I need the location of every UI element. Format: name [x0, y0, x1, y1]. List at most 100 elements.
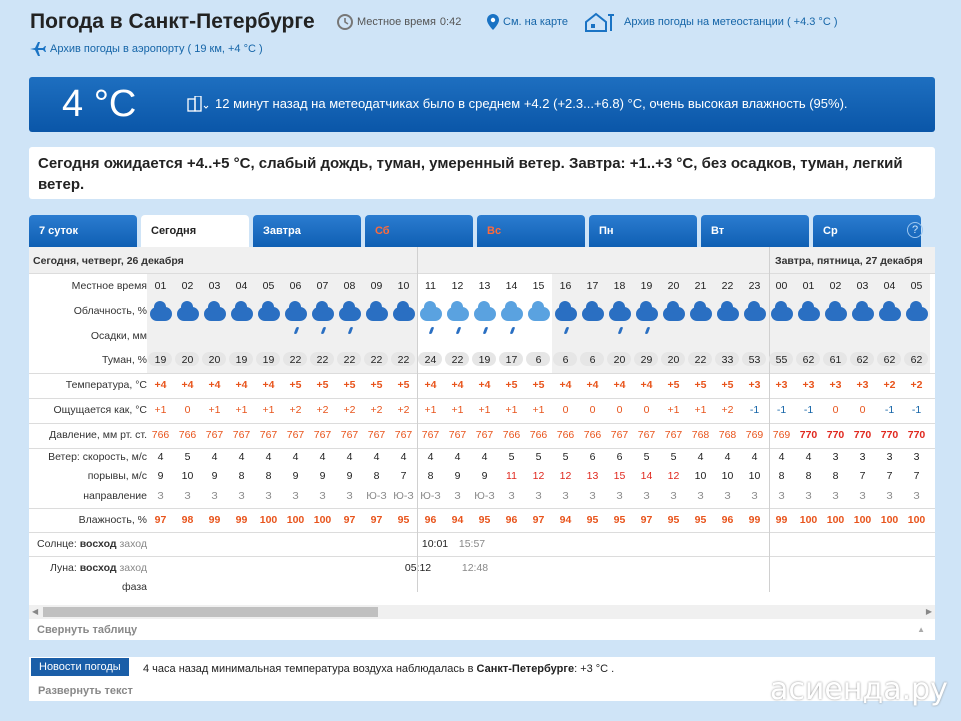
- hour-cell: 03: [856, 280, 869, 292]
- direction-cell: З: [697, 490, 704, 502]
- wind-cell: 4: [265, 451, 272, 463]
- table-scrollbar[interactable]: ◀ ▶: [29, 605, 935, 619]
- label-gusts: порывы, м/с: [87, 470, 147, 482]
- fog-cell: 62: [802, 354, 815, 366]
- feels-cell: 0: [859, 404, 866, 416]
- fog-cell: 24: [424, 354, 437, 366]
- gust-cell: 7: [913, 470, 920, 482]
- gust-cell: 10: [694, 470, 707, 482]
- tab-4[interactable]: Вс: [477, 215, 585, 247]
- gust-cell: 9: [481, 470, 488, 482]
- cloud-icon: [501, 301, 523, 321]
- cloud-icon: [285, 301, 307, 321]
- tab-label: Сегодня: [151, 225, 197, 237]
- moon-phase-icon: [447, 583, 463, 603]
- scroll-left-icon[interactable]: ◀: [32, 607, 39, 616]
- help-icon[interactable]: ?: [907, 222, 923, 238]
- fog-cell: 62: [856, 354, 869, 366]
- tab-0[interactable]: 7 суток: [29, 215, 137, 247]
- direction-cell: З: [913, 490, 920, 502]
- tab-2[interactable]: Завтра: [253, 215, 361, 247]
- cloud-icon: [231, 301, 253, 321]
- label-time: Местное время: [71, 280, 147, 292]
- station-archive-link[interactable]: Архив погоды на метеостанции ( +4.3 °C ): [584, 12, 838, 32]
- label-moon: Луна: восход заход: [49, 562, 147, 574]
- wind-cell: 5: [643, 451, 650, 463]
- feels-cell: +1: [532, 404, 545, 416]
- humidity-cell: 99: [208, 514, 221, 526]
- hour-cell: 04: [883, 280, 896, 292]
- fog-cell: 22: [289, 354, 302, 366]
- tab-7[interactable]: Ср: [813, 215, 921, 247]
- gust-cell: 10: [181, 470, 194, 482]
- temp-cell: +4: [262, 379, 275, 391]
- gust-cell: 8: [265, 470, 272, 482]
- tab-5[interactable]: Пн: [589, 215, 697, 247]
- hour-cell: 14: [505, 280, 518, 292]
- sunrise-time: 10:01: [421, 538, 449, 550]
- temp-cell: +4: [208, 379, 221, 391]
- feels-cell: +1: [694, 404, 707, 416]
- pressure-cell: 770: [880, 429, 899, 441]
- tab-1[interactable]: Сегодня: [141, 215, 249, 247]
- pressure-cell: 767: [313, 429, 332, 441]
- temp-cell: +4: [559, 379, 572, 391]
- gust-cell: 7: [400, 470, 407, 482]
- humidity-cell: 94: [559, 514, 572, 526]
- gust-cell: 8: [427, 470, 434, 482]
- gust-cell: 9: [454, 470, 461, 482]
- wind-cell: 6: [616, 451, 623, 463]
- temp-cell: +3: [829, 379, 842, 391]
- feels-cell: 0: [562, 404, 569, 416]
- humidity-cell: 97: [640, 514, 653, 526]
- hour-cell: 22: [721, 280, 734, 292]
- tab-3[interactable]: Сб: [365, 215, 473, 247]
- pressure-cell: 766: [178, 429, 197, 441]
- fog-cell: 19: [235, 354, 248, 366]
- feels-cell: +1: [667, 404, 680, 416]
- cloud-icon: [717, 301, 739, 321]
- direction-cell: Ю-З: [474, 490, 495, 502]
- scrollbar-thumb[interactable]: [43, 607, 378, 617]
- hour-cell: 15: [532, 280, 545, 292]
- direction-cell: З: [292, 490, 299, 502]
- wind-cell: 4: [400, 451, 407, 463]
- fog-cell: 20: [181, 354, 194, 366]
- gust-cell: 10: [721, 470, 734, 482]
- news-button[interactable]: Новости погоды: [31, 658, 129, 676]
- cloud-icon: [825, 301, 847, 321]
- direction-cell: З: [184, 490, 191, 502]
- wind-cell: 5: [535, 451, 542, 463]
- clock-icon: [337, 14, 353, 30]
- cloud-icon: [636, 301, 658, 321]
- fog-cell: 6: [535, 354, 542, 366]
- fog-cell: 61: [829, 354, 842, 366]
- humidity-cell: 100: [907, 514, 926, 526]
- expand-text-button[interactable]: Развернуть текст: [38, 685, 133, 697]
- collapse-table-button[interactable]: Свернуть таблицу: [37, 624, 138, 636]
- pressure-cell: 767: [448, 429, 467, 441]
- humidity-cell: 100: [286, 514, 305, 526]
- fog-cell: 6: [562, 354, 569, 366]
- map-link[interactable]: См. на карте: [487, 14, 568, 30]
- pressure-cell: 767: [205, 429, 224, 441]
- fog-cell: 22: [370, 354, 383, 366]
- tab-6[interactable]: Вт: [701, 215, 809, 247]
- feels-cell: +1: [451, 404, 464, 416]
- hour-cell: 17: [586, 280, 599, 292]
- humidity-cell: 97: [532, 514, 545, 526]
- scroll-right-icon[interactable]: ▶: [925, 607, 932, 616]
- tab-label: Завтра: [263, 225, 301, 237]
- label-sun: Солнце: восход заход: [37, 538, 147, 550]
- temp-cell: +5: [316, 379, 329, 391]
- page-title: Погода в Санкт-Петербурге: [30, 10, 315, 33]
- tab-label: Пн: [599, 225, 614, 237]
- cloud-icon: [582, 301, 604, 321]
- direction-cell: З: [670, 490, 677, 502]
- airport-archive-link[interactable]: Архив погоды в аэропорту ( 19 км, +4 °C …: [30, 42, 263, 56]
- hour-cell: 04: [235, 280, 248, 292]
- collapse-arrow-icon[interactable]: ▲: [917, 625, 925, 634]
- feels-cell: 0: [184, 404, 191, 416]
- cloud-icon: [150, 301, 172, 321]
- humidity-cell: 95: [667, 514, 680, 526]
